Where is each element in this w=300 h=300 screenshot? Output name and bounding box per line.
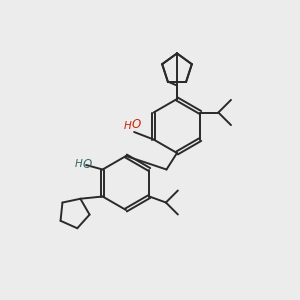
Text: H: H — [75, 159, 83, 169]
Text: O: O — [82, 158, 92, 171]
Text: H: H — [124, 121, 132, 130]
Text: O: O — [132, 118, 141, 131]
